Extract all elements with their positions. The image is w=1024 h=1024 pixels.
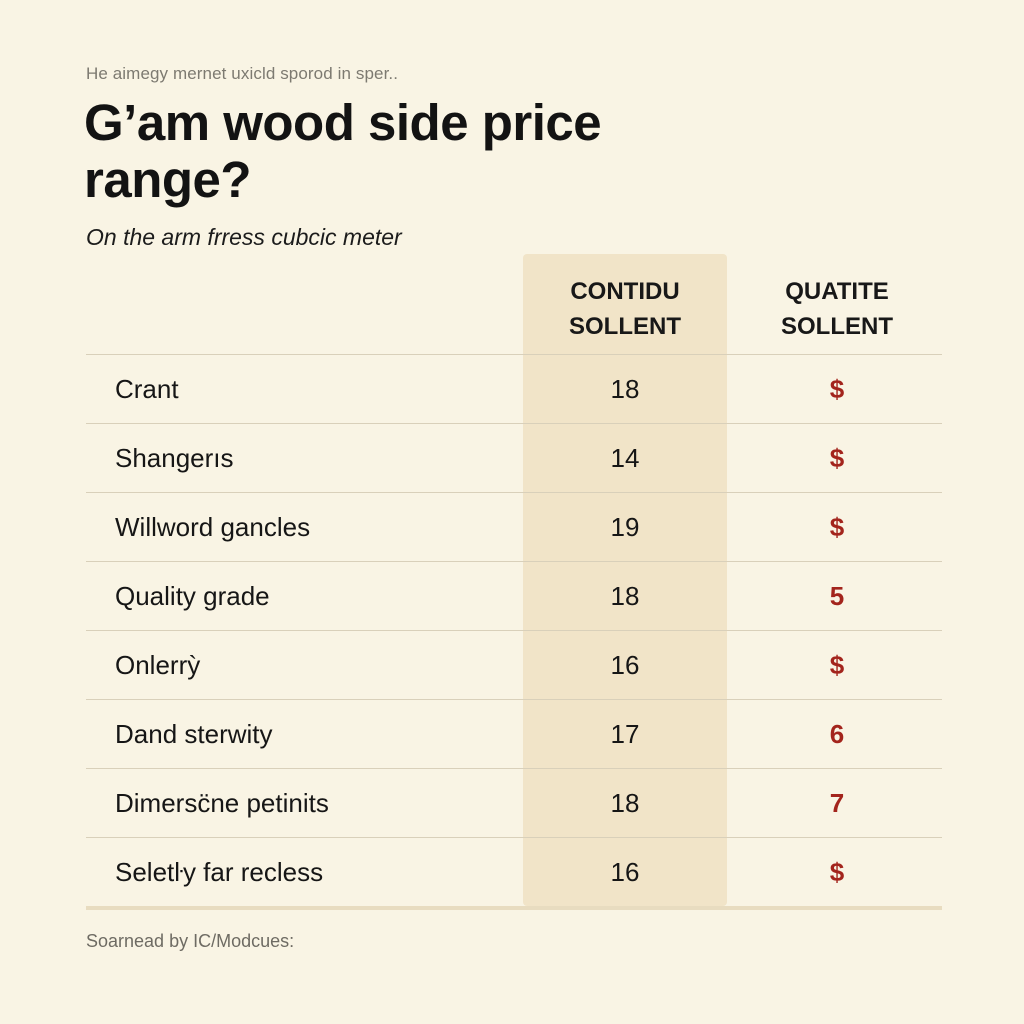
row-label: Dimersc̈ne petinits bbox=[115, 788, 329, 818]
table-row: Dand sterwity 17 6 bbox=[86, 699, 942, 768]
row-price: $ bbox=[829, 857, 845, 887]
row-price: $ bbox=[829, 512, 845, 542]
table-row: Crant 18 $ bbox=[86, 354, 942, 423]
row-price: 7 bbox=[829, 788, 845, 818]
row-label: Crant bbox=[115, 374, 179, 404]
table-row: Seletŀy far recless 16 $ bbox=[86, 837, 942, 910]
row-price: $ bbox=[829, 650, 845, 680]
row-label: Dand sterwity bbox=[115, 719, 273, 749]
row-value: 18 bbox=[610, 374, 640, 404]
row-value: 18 bbox=[610, 581, 640, 611]
row-value: 16 bbox=[610, 857, 640, 887]
row-value: 18 bbox=[610, 788, 640, 818]
table-row: Willword gancles 19 $ bbox=[86, 492, 942, 561]
row-label: Onlerrỳ bbox=[115, 650, 201, 680]
row-price: 5 bbox=[829, 581, 845, 611]
row-label: Willword gancles bbox=[115, 512, 311, 542]
row-value: 17 bbox=[610, 719, 640, 749]
page-subtitle: On the arm frress cubcic meter bbox=[86, 224, 402, 250]
row-value: 16 bbox=[610, 650, 640, 680]
row-price: 6 bbox=[829, 719, 845, 749]
row-label: Seletŀy far recless bbox=[115, 857, 324, 887]
price-table: CONTIDU SOLLENT QUATITE SOLLENT Crant 18 $… bbox=[86, 254, 942, 910]
row-price: $ bbox=[829, 443, 845, 473]
table-row: Quality grade 18 5 bbox=[86, 561, 942, 630]
table-body: Crant 18 $ Shangerıs 14 $ Willword gancles 19 $ Q… bbox=[86, 354, 942, 910]
page-title: G’am wood side price range? bbox=[84, 94, 602, 208]
highlight-column bbox=[523, 254, 727, 906]
row-label: Shangerıs bbox=[115, 443, 234, 473]
column-header-contidu: CONTIDU SOLLENT bbox=[569, 278, 681, 340]
table-row: Onlerrỳ 16 $ bbox=[86, 630, 942, 699]
table-row: Shangerıs 14 $ bbox=[86, 423, 942, 492]
row-price: $ bbox=[829, 374, 845, 404]
table-row: Dimersc̈ne petinits 18 7 bbox=[86, 768, 942, 837]
source-note: Soarnead by IC/Modcues: bbox=[86, 931, 295, 951]
row-value: 19 bbox=[610, 512, 640, 542]
kicker-text: He aimegy mernet uxicld sporod in sper.. bbox=[86, 64, 399, 83]
column-header-quatite: QUATITE SOLLENT bbox=[781, 278, 893, 340]
row-label: Quality grade bbox=[115, 581, 270, 611]
row-value: 14 bbox=[610, 443, 640, 473]
